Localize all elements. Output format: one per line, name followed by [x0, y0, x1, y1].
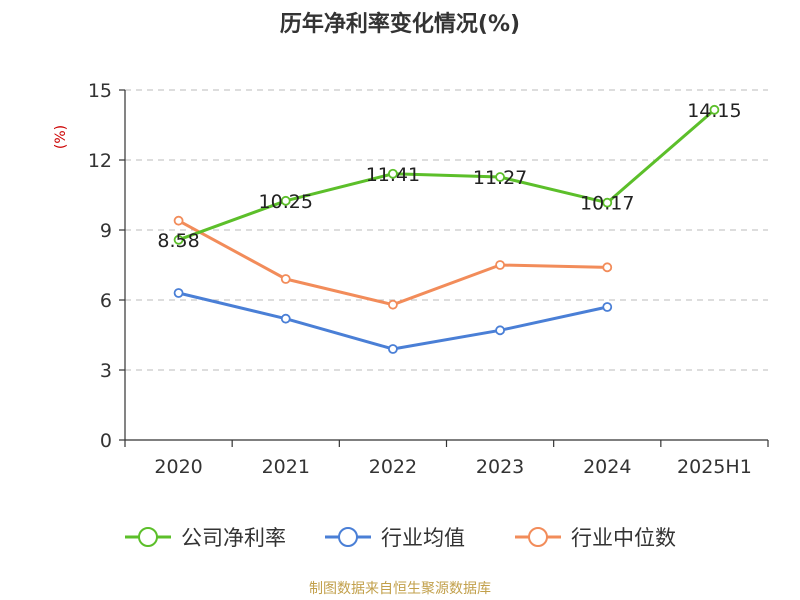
point-0-2023 [495, 172, 505, 182]
legend-marker-0 [138, 527, 158, 547]
axes: 0 3 6 9 12 15 2020 2021 2022 2023 2024 2025H1 [88, 80, 769, 478]
data-label-2020: 8.58 [157, 230, 199, 252]
point-1-2024 [602, 302, 613, 312]
point-0-2022 [388, 168, 398, 179]
point-1-2023 [495, 325, 505, 336]
legend-marker-2 [528, 527, 548, 547]
x-tick-label-2022: 2022 [369, 456, 417, 478]
y-tick-label-0: 0 [100, 430, 112, 452]
grid-lines [125, 89, 768, 371]
point-2-2022 [388, 299, 398, 310]
data-label-2024: 10.17 [580, 193, 634, 215]
legend-label-1: 行业均值 [381, 526, 465, 550]
point-0-2025H1 [709, 104, 720, 115]
data-label-2022: 11.41 [366, 164, 420, 186]
series-line-2 [177, 219, 608, 307]
legend-item-1[interactable]: 行业均值 [325, 526, 465, 550]
legend-label-0: 公司净利率 [181, 526, 286, 550]
data-labels: 8.58 10.25 11.41 11.27 10.17 14.15 [157, 100, 741, 252]
legend-item-0[interactable]: 公司净利率 [125, 526, 286, 550]
series-lines [173, 104, 720, 354]
data-label-2021: 10.25 [259, 191, 313, 213]
point-1-2021 [280, 313, 291, 324]
legend-marker-1 [338, 527, 358, 547]
y-tick-label-12: 12 [88, 150, 112, 172]
point-1-2020 [173, 288, 184, 298]
x-tick-label-2021: 2021 [262, 456, 310, 478]
y-tick-label-9: 9 [100, 220, 112, 242]
data-source-note: 制图数据来自恒生聚源数据库 [309, 581, 491, 597]
point-0-2024 [602, 197, 613, 208]
point-2-2023 [495, 260, 505, 270]
point-2-2021 [280, 274, 291, 284]
x-tick-label-2020: 2020 [154, 456, 202, 478]
point-2-2024 [602, 262, 613, 273]
point-0-2021 [280, 195, 291, 206]
legend-item-2[interactable]: 行业中位数 [515, 526, 676, 550]
y-tick-label-15: 15 [88, 80, 112, 102]
y-tick-label-6: 6 [100, 290, 112, 312]
data-label-2023: 11.27 [473, 167, 527, 189]
x-tick-label-2025H1: 2025H1 [677, 456, 752, 478]
point-0-2020 [173, 234, 184, 245]
x-tick-label-2024: 2024 [583, 456, 631, 478]
point-2-2020 [173, 215, 184, 226]
x-tick-label-2023: 2023 [476, 456, 524, 478]
chart-title: 历年净利率变化情况(%) [279, 12, 521, 37]
data-label-2025H1: 14.15 [687, 100, 741, 122]
legend: 公司净利率 行业均值 行业中位数 [125, 526, 676, 550]
point-1-2022 [388, 344, 398, 354]
series-line-0 [178, 108, 716, 242]
y-tick-label-3: 3 [100, 360, 112, 382]
legend-label-2: 行业中位数 [571, 526, 676, 550]
